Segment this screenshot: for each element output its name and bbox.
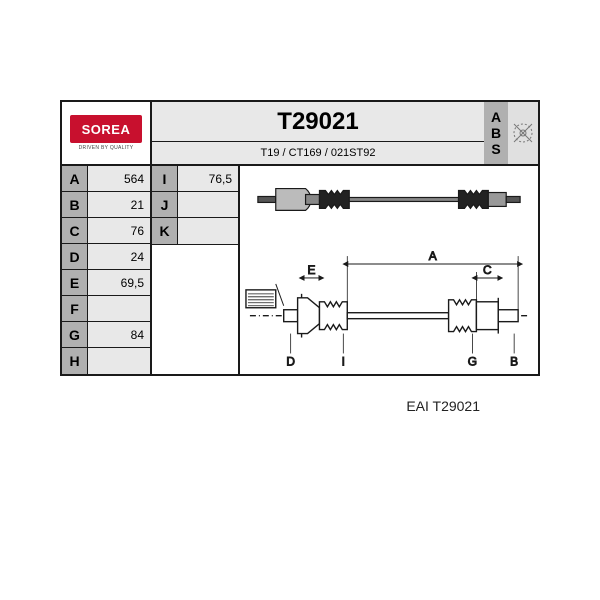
spec-label-K: K <box>152 218 178 244</box>
spec-row: I76,5 <box>152 166 238 192</box>
spec-column-2: I76,5JK <box>152 166 240 374</box>
spec-value-I: 76,5 <box>178 166 238 191</box>
spec-row: E69,5 <box>62 270 150 296</box>
brand-tagline: DRIVEN BY QUALITY <box>79 145 134 151</box>
brand-logo-cell: SOREA DRIVEN BY QUALITY <box>62 102 152 164</box>
part-number: T29021 <box>152 102 484 142</box>
spec-row: G84 <box>62 322 150 348</box>
body-row: A564B21C76D24E69,5FG84H I76,5JK <box>62 166 538 374</box>
cross-references: T19 / CT169 / 021ST92 <box>152 142 484 164</box>
dim-label-C: C <box>483 263 492 277</box>
spec-row: A564 <box>62 166 150 192</box>
spec-label-J: J <box>152 192 178 217</box>
spec-value-A: 564 <box>88 166 150 191</box>
spec-label-D: D <box>62 244 88 269</box>
abs-label: ABS <box>484 102 508 164</box>
spec-label-G: G <box>62 322 88 347</box>
spec-value-C: 76 <box>88 218 150 243</box>
spec-value-H <box>88 348 150 374</box>
caption: EAI T29021 <box>60 376 540 414</box>
diagram-cell: A C E D I G B <box>240 166 538 374</box>
spec-value-E: 69,5 <box>88 270 150 295</box>
abs-sensor-icon <box>511 121 535 145</box>
spec-row: D24 <box>62 244 150 270</box>
spec-value-B: 21 <box>88 192 150 217</box>
spec-label-B: B <box>62 192 88 217</box>
header-row: SOREA DRIVEN BY QUALITY T29021 T19 / CT1… <box>62 102 538 166</box>
brand-logo: SOREA <box>70 115 142 143</box>
spec-row: C76 <box>62 218 150 244</box>
dim-label-I: I <box>342 354 345 368</box>
spec-value-K <box>178 218 238 244</box>
spec-value-G: 84 <box>88 322 150 347</box>
spec-label-A: A <box>62 166 88 191</box>
spec-label-I: I <box>152 166 178 191</box>
abs-icon-cell <box>508 102 538 164</box>
spec-value-J <box>178 192 238 217</box>
dim-label-E: E <box>308 263 316 277</box>
spec-value-D: 24 <box>88 244 150 269</box>
spec-row: H <box>62 348 150 374</box>
dim-label-D: D <box>286 354 295 368</box>
dim-label-A: A <box>429 249 437 263</box>
spec-row: F <box>62 296 150 322</box>
dim-label-G: G <box>468 354 477 368</box>
spec-label-F: F <box>62 296 88 321</box>
spec-row: K <box>152 218 238 244</box>
spec-row: J <box>152 192 238 218</box>
spec-card: SOREA DRIVEN BY QUALITY T29021 T19 / CT1… <box>60 100 540 376</box>
spec-column-1: A564B21C76D24E69,5FG84H <box>62 166 152 374</box>
spec-value-F <box>88 296 150 321</box>
spec-row: B21 <box>62 192 150 218</box>
driveshaft-diagram: A C E D I G B <box>240 166 538 374</box>
spec-blank <box>152 244 238 374</box>
spec-label-E: E <box>62 270 88 295</box>
spec-label-C: C <box>62 218 88 243</box>
spec-label-H: H <box>62 348 88 374</box>
brand-name: SOREA <box>82 122 131 137</box>
title-cell: T29021 T19 / CT169 / 021ST92 <box>152 102 484 164</box>
dim-label-B: B <box>510 354 518 368</box>
